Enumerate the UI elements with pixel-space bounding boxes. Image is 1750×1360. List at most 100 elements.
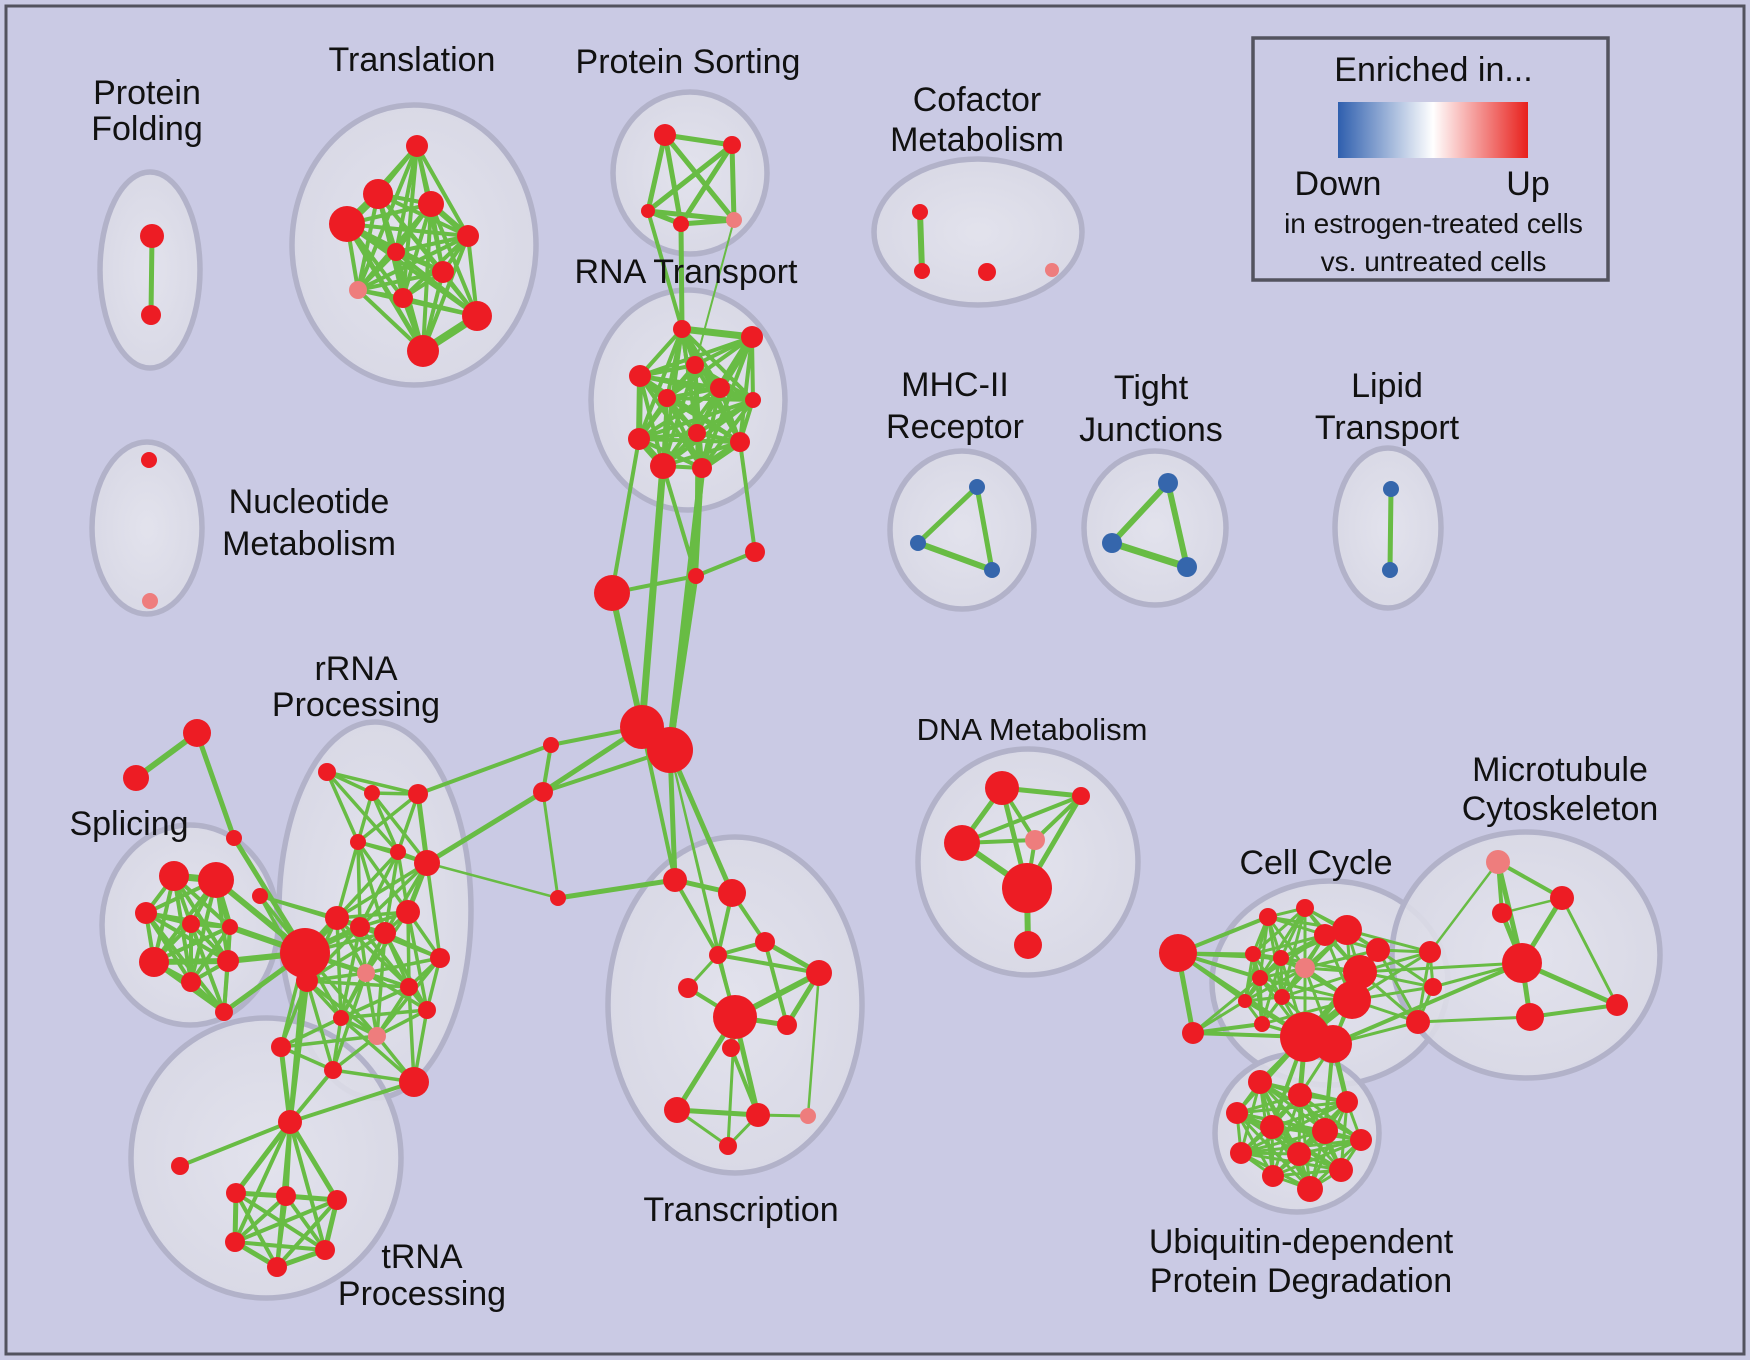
edge-rna_transport — [638, 374, 755, 402]
network-node-transcription-4 — [806, 960, 832, 986]
network-node-rna_transport-4 — [710, 378, 730, 398]
network-node-transcription-8 — [722, 1039, 740, 1057]
edge-ubiquitin — [1239, 1129, 1327, 1155]
cluster-ellipse-protein_sorting — [610, 89, 770, 257]
edge-rrna_processing — [325, 770, 360, 844]
network-node-cofactor_metabolism-0 — [912, 204, 928, 220]
link-edge-rna_transport-connector — [638, 462, 667, 731]
network-node-splicing-8 — [215, 1003, 233, 1021]
edge-tight_junctions — [1108, 539, 1191, 571]
edge-mhc_receptor — [974, 484, 995, 573]
network-node-transcription-10 — [746, 1103, 770, 1127]
edge-transcription — [806, 971, 821, 1118]
edge-protein_sorting — [645, 208, 737, 223]
link-edge-cell_cycle-microtubule — [1428, 860, 1500, 954]
network-node-cofactor_metabolism-1 — [914, 263, 930, 279]
network-node-rrna_processing-3 — [350, 834, 366, 850]
edge-rrna_processing — [339, 1016, 416, 1084]
edge-rna_transport — [637, 437, 704, 470]
edge-translation — [345, 222, 470, 238]
edge-trna_processing — [275, 1194, 288, 1269]
link-edge-rrna_processing-trna_processing — [288, 1080, 416, 1124]
cluster-label-translation: Translation — [329, 41, 496, 79]
network-node-rrna_processing-16 — [324, 1061, 342, 1079]
network-node-rrna_processing-10 — [357, 964, 375, 982]
network-node-mhc_receptor-1 — [910, 535, 926, 551]
network-node-cell_cycle-4 — [1314, 924, 1336, 946]
cluster-ellipse-dna_metabolism — [915, 746, 1141, 978]
network-node-lipid_transport-0 — [1383, 481, 1399, 497]
network-node-tight_junctions-1 — [1102, 533, 1122, 553]
edge-translation — [429, 202, 479, 318]
network-node-translation-0 — [406, 135, 428, 157]
network-node-cell_cycle-5 — [1332, 915, 1362, 945]
edge-rrna_processing — [356, 840, 362, 929]
edge-trna_processing — [233, 1120, 292, 1244]
edge-connector — [694, 550, 757, 578]
edge-cell_cycle — [1251, 906, 1307, 956]
network-node-splicing-2 — [135, 902, 157, 924]
cluster-label-rrna_processing: Processing — [272, 686, 440, 724]
network-node-rna_transport-9 — [730, 432, 750, 452]
cluster-label-lipid_transport: Lipid — [1351, 367, 1423, 405]
edge-rrna_processing — [425, 861, 442, 960]
network-node-transcription-11 — [800, 1108, 816, 1124]
network-node-trna_processing-2 — [226, 1183, 246, 1203]
network-node-splicing-5 — [139, 947, 169, 977]
cluster-label-protein_folding: Protein — [93, 74, 201, 112]
edge-microtubule — [1528, 1003, 1619, 1019]
network-node-microtubule-4 — [1516, 1003, 1544, 1031]
network-node-rrna_processing-6 — [325, 906, 349, 930]
cluster-ellipse-trna_processing — [128, 1015, 404, 1301]
edge-transcription — [729, 1046, 760, 1117]
network-node-cell_cycle-10 — [1252, 970, 1268, 986]
network-node-transcription-9 — [664, 1097, 690, 1123]
edge-trna_processing — [233, 1194, 288, 1244]
cluster-label-nucleotide_metabolism: Metabolism — [222, 525, 396, 563]
legend-subtitle-line1: in estrogen-treated cells — [1284, 208, 1583, 239]
network-node-rna_transport-11 — [692, 458, 712, 478]
edge-rrna_processing — [339, 985, 411, 1020]
network-node-cell_cycle-0 — [1159, 934, 1197, 972]
network-node-tight_junctions-2 — [1177, 557, 1197, 577]
edge-ubiquitin — [1308, 1100, 1349, 1191]
edge-rrna_processing — [396, 792, 420, 854]
network-node-protein_sorting-1 — [723, 136, 741, 154]
network-node-trna_processing-3 — [276, 1186, 296, 1206]
network-node-cell_cycle-11 — [1274, 989, 1290, 1005]
network-node-trna_processing-7 — [267, 1257, 287, 1277]
network-node-connector-4 — [647, 727, 693, 773]
network-node-microtubule-5 — [1606, 994, 1628, 1016]
edge-transcription — [763, 940, 789, 1027]
network-node-translation-7 — [349, 281, 367, 299]
edge-rna_transport — [678, 325, 756, 341]
network-node-microtubule-2 — [1492, 903, 1512, 923]
network-node-connector-5 — [543, 737, 559, 753]
network-node-cell_cycle-2 — [1259, 908, 1277, 926]
cluster-label-rrna_processing: rRNA — [314, 650, 397, 688]
edge-rna_transport — [661, 440, 742, 468]
edge-protein_folding — [148, 233, 155, 318]
edge-rna_transport — [638, 374, 704, 470]
network-node-dna_metabolism-1 — [1072, 787, 1090, 805]
cluster-label-tight_junctions: Junctions — [1079, 411, 1223, 449]
edge-splicing — [144, 911, 230, 963]
network-node-nucleotide_metabolism-1 — [142, 593, 158, 609]
edge-rrna_processing — [335, 861, 429, 920]
network-node-rna_transport-2 — [686, 356, 704, 374]
network-node-rrna_processing-17 — [399, 1067, 429, 1097]
network-node-dna_metabolism-2 — [944, 825, 980, 861]
legend-title: Enriched in... — [1334, 51, 1532, 89]
edge-trna_processing — [275, 1198, 339, 1269]
cluster-label-microtubule: Cytoskeleton — [1462, 790, 1659, 828]
network-node-translation-6 — [432, 261, 454, 283]
cluster-label-microtubule: Microtubule — [1472, 751, 1648, 789]
cluster-ellipse-tight_junctions — [1081, 448, 1229, 608]
network-node-ubiquitin-8 — [1287, 1142, 1311, 1166]
edge-rrna_processing — [356, 840, 387, 935]
network-node-splicing_triangle-1 — [123, 765, 149, 791]
cluster-label-ubiquitin: Ubiquitin-dependent — [1149, 1223, 1454, 1261]
edge-protein_sorting — [645, 132, 668, 214]
cluster-label-mhc_receptor: MHC-II — [901, 366, 1009, 404]
network-node-rrna_processing-0 — [318, 763, 336, 781]
